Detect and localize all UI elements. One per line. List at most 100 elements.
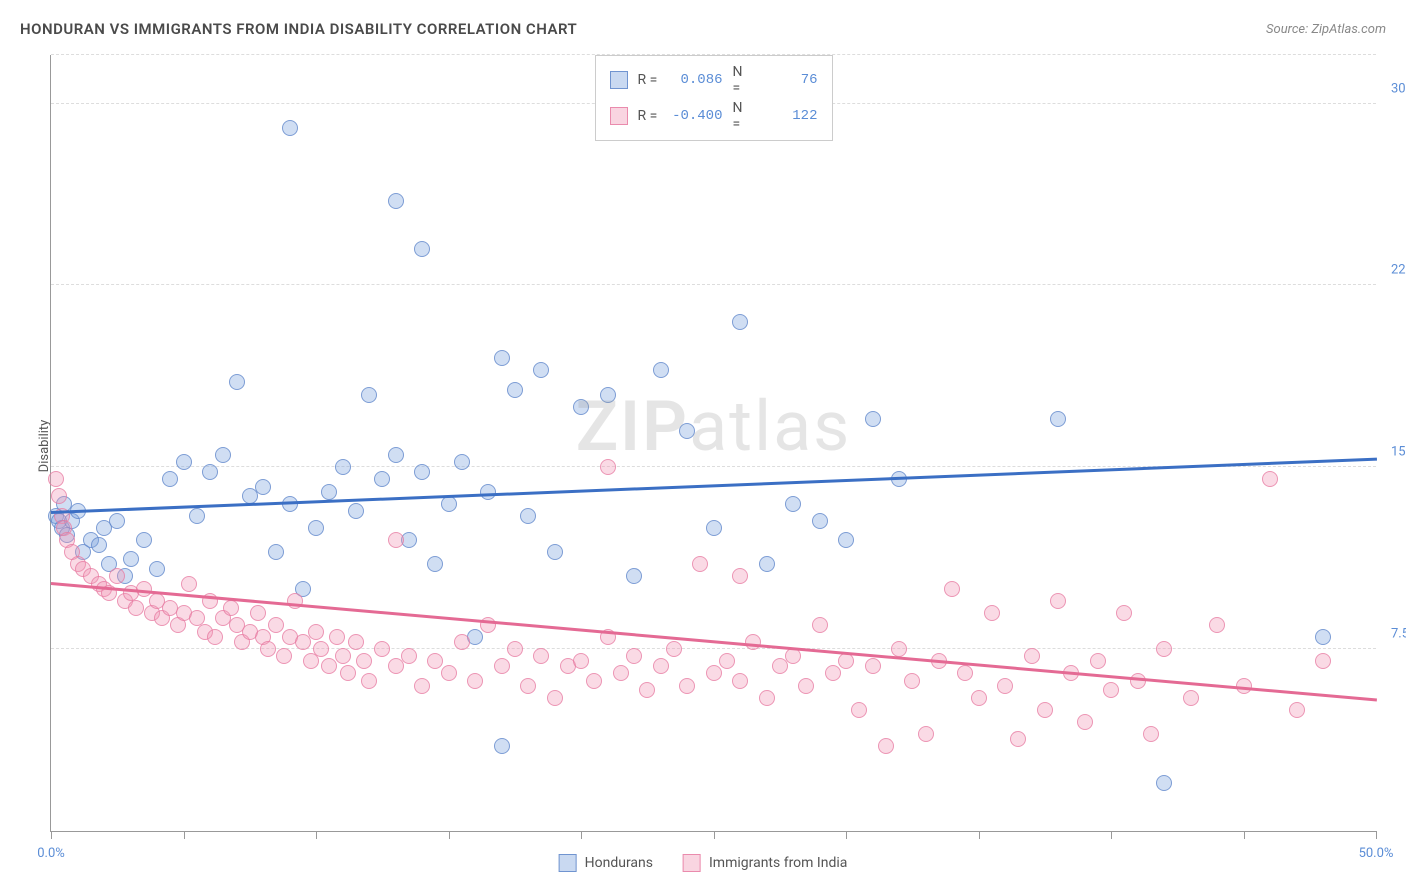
- scatter-point: [1156, 641, 1172, 657]
- scatter-point: [785, 648, 801, 664]
- scatter-point: [838, 653, 854, 669]
- scatter-point: [573, 653, 589, 669]
- source-prefix: Source:: [1266, 22, 1311, 37]
- source-name: ZipAtlas.com: [1311, 22, 1386, 37]
- scatter-point: [507, 641, 523, 657]
- watermark: ZIPatlas: [576, 386, 852, 468]
- scatter-point: [1156, 775, 1172, 791]
- scatter-point: [229, 374, 245, 390]
- scatter-point: [282, 120, 298, 136]
- scatter-point: [223, 600, 239, 616]
- scatter-point: [666, 641, 682, 657]
- scatter-point: [250, 605, 266, 621]
- scatter-point: [520, 678, 536, 694]
- r-label: R =: [638, 108, 658, 124]
- scatter-point: [109, 513, 125, 529]
- scatter-point: [335, 648, 351, 664]
- scatter-point: [944, 581, 960, 597]
- scatter-point: [812, 617, 828, 633]
- chart-title: HONDURAN VS IMMIGRANTS FROM INDIA DISABI…: [20, 20, 577, 38]
- scatter-point: [573, 399, 589, 415]
- scatter-point: [865, 411, 881, 427]
- scatter-point: [414, 464, 430, 480]
- n-value-blue: 76: [763, 72, 818, 88]
- scatter-point: [348, 634, 364, 650]
- y-tick-label: 7.5%: [1381, 627, 1406, 642]
- scatter-point: [1037, 702, 1053, 718]
- n-label: N =: [733, 64, 753, 96]
- scatter-point: [308, 624, 324, 640]
- r-label: R =: [638, 72, 658, 88]
- x-tick: [51, 831, 52, 839]
- scatter-point: [427, 653, 443, 669]
- scatter-point: [520, 508, 536, 524]
- scatter-point: [719, 653, 735, 669]
- swatch-pink-icon: [683, 854, 701, 872]
- scatter-point: [189, 610, 205, 626]
- scatter-point: [1209, 617, 1225, 633]
- scatter-point: [414, 241, 430, 257]
- x-tick-label: 50.0%: [1359, 846, 1394, 861]
- scatter-point: [732, 568, 748, 584]
- legend-label-hondurans: Hondurans: [585, 855, 653, 871]
- scatter-point: [1289, 702, 1305, 718]
- scatter-point: [812, 513, 828, 529]
- x-tick: [1244, 831, 1245, 839]
- scatter-point: [136, 532, 152, 548]
- scatter-point: [1050, 411, 1066, 427]
- scatter-point: [1315, 629, 1331, 645]
- scatter-point: [878, 738, 894, 754]
- scatter-point: [51, 488, 67, 504]
- scatter-point: [692, 556, 708, 572]
- scatter-point: [149, 561, 165, 577]
- scatter-point: [1315, 653, 1331, 669]
- scatter-point: [851, 702, 867, 718]
- scatter-point: [971, 690, 987, 706]
- x-tick: [449, 831, 450, 839]
- y-tick-label: 15.0%: [1381, 445, 1406, 460]
- scatter-point: [759, 690, 775, 706]
- scatter-point: [533, 362, 549, 378]
- scatter-point: [441, 665, 457, 681]
- scatter-point: [1130, 673, 1146, 689]
- scatter-point: [732, 314, 748, 330]
- scatter-point: [1010, 731, 1026, 747]
- scatter-point: [268, 544, 284, 560]
- y-tick-label: 22.5%: [1381, 263, 1406, 278]
- swatch-blue-icon: [610, 71, 628, 89]
- scatter-point: [1103, 682, 1119, 698]
- scatter-point: [356, 653, 372, 669]
- scatter-point: [653, 362, 669, 378]
- scatter-point: [48, 471, 64, 487]
- scatter-point: [984, 605, 1000, 621]
- r-value-blue: 0.086: [668, 72, 723, 88]
- x-tick: [714, 831, 715, 839]
- chart-plot-area: ZIPatlas R = 0.086 N = 76 R = -0.400 N =…: [50, 55, 1376, 832]
- scatter-point: [136, 581, 152, 597]
- watermark-bold: ZIP: [576, 386, 689, 468]
- scatter-point: [547, 690, 563, 706]
- scatter-point: [388, 193, 404, 209]
- scatter-point: [825, 665, 841, 681]
- scatter-point: [454, 454, 470, 470]
- scatter-point: [329, 629, 345, 645]
- scatter-point: [1183, 690, 1199, 706]
- scatter-point: [745, 634, 761, 650]
- x-tick: [1111, 831, 1112, 839]
- x-tick: [1376, 831, 1377, 839]
- scatter-point: [467, 673, 483, 689]
- scatter-point: [613, 665, 629, 681]
- scatter-point: [706, 665, 722, 681]
- scatter-point: [348, 503, 364, 519]
- x-tick: [581, 831, 582, 839]
- scatter-point: [454, 634, 470, 650]
- scatter-point: [374, 641, 390, 657]
- scatter-point: [361, 673, 377, 689]
- watermark-light: atlas: [689, 386, 851, 468]
- scatter-point: [533, 648, 549, 664]
- legend-row-hondurans: R = 0.086 N = 76: [610, 62, 818, 98]
- scatter-point: [1077, 714, 1093, 730]
- legend-item-india: Immigrants from India: [683, 854, 847, 872]
- scatter-point: [639, 682, 655, 698]
- scatter-point: [308, 520, 324, 536]
